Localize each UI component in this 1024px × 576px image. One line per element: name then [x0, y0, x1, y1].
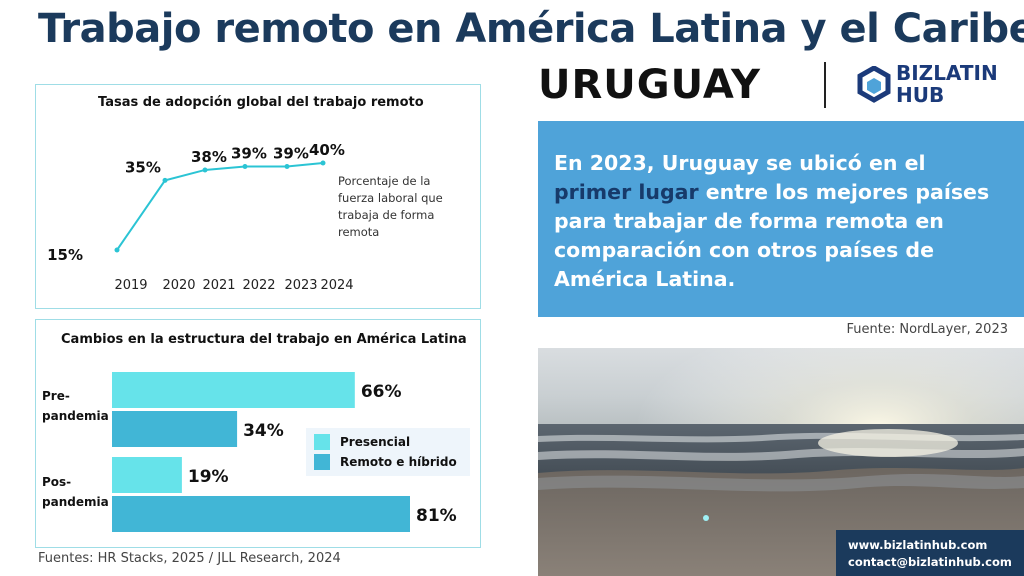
source-footer: Fuentes: HR Stacks, 2025 / JLL Research,…	[38, 551, 341, 566]
contact-website-link[interactable]: www.bizlatinhub.com	[848, 538, 988, 552]
contact-email-link[interactable]: contact@bizlatinhub.com	[848, 555, 1012, 569]
bar	[112, 372, 355, 408]
x-tick-label: 2024	[320, 278, 353, 293]
info-highlight: primer lugar	[554, 180, 699, 204]
category-label: pandemia	[42, 409, 109, 423]
line-point	[162, 177, 168, 183]
legend-swatch	[314, 454, 330, 470]
source-nordlayer: Fuente: NordLayer, 2023	[846, 322, 1009, 337]
legend-box	[306, 428, 470, 476]
line-data-label: 40%	[309, 141, 345, 159]
logo-line-2: HUB	[896, 83, 945, 107]
line-data-label: 39%	[231, 144, 267, 162]
bar	[112, 496, 410, 532]
bar-data-label: 19%	[188, 467, 229, 487]
line-point	[202, 167, 208, 173]
line-chart-title: Tasas de adopción global del trabajo rem…	[98, 95, 424, 110]
x-tick-label: 2022	[242, 278, 275, 293]
bar-data-label: 81%	[416, 506, 457, 526]
country-heading: URUGUAY	[538, 62, 761, 108]
info-box: En 2023, Uruguay se ubicó en el primer l…	[538, 121, 1024, 317]
line-point	[284, 163, 290, 169]
x-tick-label: 2021	[202, 278, 235, 293]
x-tick-label: 2020	[162, 278, 195, 293]
line-data-label: 39%	[273, 144, 309, 162]
line-chart-panel: Tasas de adopción global del trabajo rem…	[35, 84, 481, 309]
legend-swatch	[314, 434, 330, 450]
x-tick-label: 2019	[114, 278, 147, 293]
line-series	[116, 162, 324, 251]
info-text-pre: En 2023, Uruguay se ubicó en el	[554, 151, 926, 175]
line-chart: 15%35%38% 39% 39% 40%2019 2020 2021 2022 2023 20…	[47, 141, 353, 293]
logo-line-1: BIZLATIN	[896, 61, 998, 85]
bizlatinhub-logo: BIZLATIN HUB	[856, 62, 1006, 110]
header-divider	[824, 62, 826, 108]
line-point	[320, 160, 326, 166]
bar	[112, 411, 238, 447]
line-data-label: 38%	[191, 148, 227, 166]
line-point	[114, 247, 120, 253]
logo-text: BIZLATIN HUB	[896, 62, 998, 106]
x-tick-label: 2023	[284, 278, 317, 293]
line-point	[242, 163, 248, 169]
bar	[112, 457, 182, 493]
bar-chart-title: Cambios en la estructura del trabajo en …	[61, 332, 467, 347]
page-title: Trabajo remoto en América Latina y el Ca…	[38, 6, 1024, 52]
line-data-label: 15%	[47, 246, 83, 264]
bar-chart-panel: Cambios en la estructura del trabajo en …	[35, 319, 481, 548]
bar-data-label: 66%	[361, 382, 402, 402]
logo-mark-icon	[857, 66, 891, 103]
info-text: En 2023, Uruguay se ubicó en el primer l…	[554, 149, 1008, 294]
line-chart-annotation: Porcentaje de la fuerza laboral que trab…	[338, 174, 443, 239]
category-label: pandemia	[42, 495, 109, 509]
contact-box: www.bizlatinhub.com contact@bizlatinhub.…	[836, 530, 1024, 576]
legend-label: Presencial	[340, 435, 410, 449]
legend-label: Remoto e híbrido	[340, 455, 457, 469]
category-label: Pre-	[42, 389, 70, 403]
line-data-label: 35%	[125, 158, 161, 176]
info-text-post: entre los mejores países para trabajar d…	[554, 180, 990, 291]
bar-data-label: 34%	[243, 421, 284, 441]
bar-chart: 66% 34% Pre-pandemia 19% 81% Pos-pandemia Pres…	[42, 372, 470, 532]
category-label: Pos-	[42, 475, 71, 489]
